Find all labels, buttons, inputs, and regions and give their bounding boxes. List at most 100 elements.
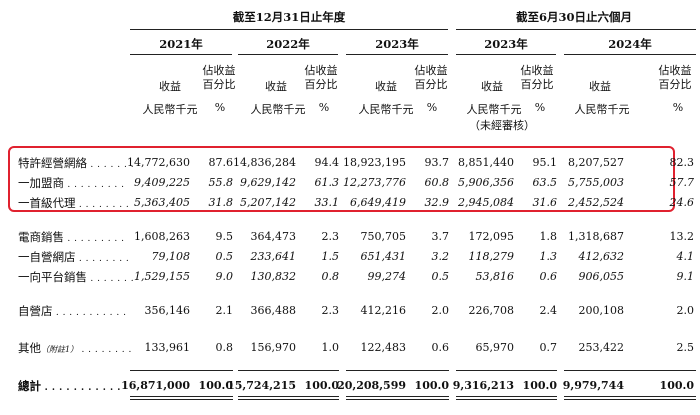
revenue-cell: 172,095 — [468, 230, 515, 243]
pct-cell: 94.4 — [314, 156, 340, 169]
pct-cell: 63.5 — [532, 176, 558, 189]
pct-cell: 57.7 — [669, 176, 695, 189]
pct-cell: 33.1 — [314, 196, 340, 209]
revenue-cell: 233,641 — [250, 250, 297, 263]
revenue-cell: 79,108 — [151, 250, 191, 263]
revenue-cell: 253,422 — [578, 341, 625, 354]
pct-cell: 31.6 — [532, 196, 558, 209]
pct-cell: 87.6 — [208, 156, 234, 169]
year-header-2024-6m: 2024年 — [608, 37, 652, 51]
dot-leader: . . . . . . . . . . . — [41, 383, 121, 393]
dot-leader: . . . . . . . . — [75, 200, 130, 210]
unit-pct-2023-6m: % — [534, 101, 546, 114]
pct-cell: 2.3 — [321, 304, 340, 317]
revenue-cell: 5,363,405 — [134, 196, 190, 209]
revenue-cell: 5,906,356 — [458, 176, 514, 189]
revenue-cell: 2,452,524 — [568, 196, 624, 209]
revenue-cell: 53,816 — [475, 270, 515, 283]
pct-cell: 100.0 — [522, 379, 557, 392]
revenue-cell: 118,279 — [468, 250, 515, 263]
pct-cell: 100.0 — [414, 379, 449, 392]
revenue-cell: 356,146 — [144, 304, 191, 317]
rule-2022 — [238, 54, 338, 55]
pct-cell: 2.1 — [215, 304, 234, 317]
pct-cell: 0.6 — [539, 270, 558, 283]
dot-leader: . . . . . . . . . . . — [52, 308, 127, 318]
col-revenue-2023: 收益 — [375, 80, 397, 93]
subtotal-rule — [346, 370, 449, 371]
revenue-cell: 14,836,284 — [233, 156, 296, 169]
revenue-cell: 9,316,213 — [452, 379, 514, 392]
unit-pct-2022: % — [318, 101, 330, 114]
revenue-cell: 906,055 — [578, 270, 625, 283]
pct-cell: 0.5 — [431, 270, 450, 283]
pct-cell: 3.7 — [431, 230, 450, 243]
pct-cell: 9.1 — [676, 270, 695, 283]
pct-cell: 2.0 — [431, 304, 450, 317]
year-header-2023: 2023年 — [375, 37, 419, 51]
revenue-cell: 130,832 — [250, 270, 297, 283]
pct-cell: 0.5 — [215, 250, 234, 263]
pct-cell: 0.8 — [215, 341, 234, 354]
unit-pct-2023: % — [426, 101, 438, 114]
row-label-text: 一首級代理 — [18, 196, 76, 210]
pct-cell: 13.2 — [669, 230, 695, 243]
row-label-text: 一加盟商 — [18, 176, 64, 190]
period-6m-title: 截至6月30日止六個月 — [515, 10, 632, 24]
revenue-cell: 226,708 — [468, 304, 515, 317]
revenue-cell: 16,871,000 — [121, 379, 190, 392]
row-label-text: 總計 — [18, 379, 41, 393]
pct-cell: 1.0 — [321, 341, 340, 354]
revenue-cell: 412,632 — [578, 250, 625, 263]
revenue-cell: 1,529,155 — [134, 270, 190, 283]
dot-leader: . . . . . . . — [87, 274, 135, 284]
row-label: 其他（附註1） . . . . . . . . — [18, 340, 132, 356]
row-label: 總計 . . . . . . . . . . . — [18, 378, 121, 394]
revenue-cell: 651,431 — [360, 250, 407, 263]
dot-leader: . . . . . . . . — [75, 254, 130, 264]
col-pct-2023-6m: 佔收益 百分比 — [520, 64, 554, 91]
revenue-cell: 366,488 — [250, 304, 297, 317]
highlight-box — [8, 146, 675, 212]
col-pct-2023: 佔收益 百分比 — [414, 64, 448, 91]
pct-cell: 2.0 — [676, 304, 695, 317]
row-label-text: 自營店 — [18, 304, 53, 318]
col-pct-2024-6m: 佔收益 百分比 — [658, 64, 692, 91]
col-revenue-2024-6m: 收益 — [589, 80, 611, 93]
revenue-cell: 200,108 — [578, 304, 625, 317]
period-fy-title: 截至12月31日止年度 — [232, 10, 346, 24]
pct-cell: 1.5 — [321, 250, 340, 263]
row-label: 電商銷售 . . . . . . . . . — [18, 229, 125, 245]
pct-cell: 93.7 — [424, 156, 450, 169]
total-double-rule — [130, 396, 233, 400]
dot-leader: . . . . . . . . . — [64, 234, 125, 244]
pct-cell: 32.9 — [424, 196, 450, 209]
pct-cell: 1.8 — [539, 230, 558, 243]
pct-cell: 9.0 — [215, 270, 234, 283]
row-label-text: 一向平台銷售 — [18, 270, 87, 284]
pct-cell: 100.0 — [659, 379, 694, 392]
pct-cell: 1.3 — [539, 250, 558, 263]
revenue-cell: 12,273,776 — [343, 176, 406, 189]
dot-leader: . . . . . . . . — [78, 345, 132, 355]
revenue-cell: 20,208,599 — [337, 379, 406, 392]
revenue-cell: 8,851,440 — [458, 156, 514, 169]
subtotal-rule — [456, 370, 557, 371]
revenue-cell: 364,473 — [250, 230, 297, 243]
pct-cell: 61.3 — [314, 176, 340, 189]
row-label: 一自營網店 . . . . . . . . — [18, 249, 129, 265]
subtotal-rule — [130, 370, 233, 371]
pct-cell: 82.3 — [669, 156, 695, 169]
year-header-2023-6m: 2023年 — [484, 37, 528, 51]
col-revenue-2021: 收益 — [159, 80, 181, 93]
col-pct-2021: 佔收益 百分比 — [202, 64, 236, 91]
revenue-cell: 6,649,419 — [350, 196, 406, 209]
row-label-text: 特許經營網絡 — [18, 156, 87, 170]
unit-rmb-2021: 人民幣千元 — [142, 103, 198, 116]
rule-2021 — [130, 54, 232, 55]
total-double-rule — [456, 396, 557, 400]
pct-cell: 3.2 — [431, 250, 450, 263]
revenue-cell: 1,608,263 — [134, 230, 190, 243]
revenue-cell: 412,216 — [360, 304, 407, 317]
pct-cell: 100.0 — [304, 379, 339, 392]
